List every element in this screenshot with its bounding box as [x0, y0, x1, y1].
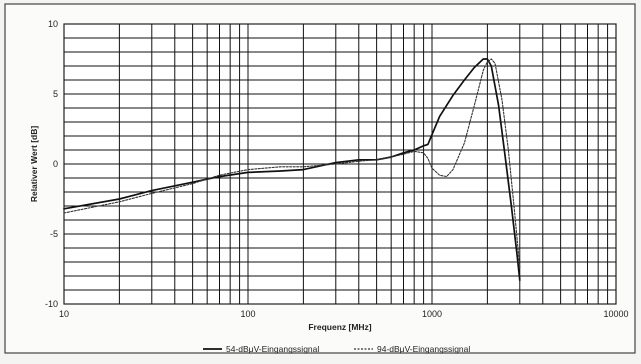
- x-tick-label: 100: [240, 309, 255, 319]
- x-tick-label: 1000: [422, 309, 442, 319]
- x-tick-label: 10: [59, 309, 69, 319]
- tick-labels: 10 100 1000 10000 -10 -5 0 5 10: [45, 19, 629, 319]
- x-tick-label: 10000: [603, 309, 628, 319]
- x-axis-label: Frequenz [MHz]: [308, 322, 371, 332]
- grid: [64, 24, 616, 304]
- y-axis-label: Relativer Wert [dB]: [29, 126, 39, 203]
- series-group: [63, 58, 521, 282]
- series-line-2: [63, 58, 521, 269]
- series-line-1: [63, 58, 521, 282]
- y-tick-label: -5: [50, 229, 58, 239]
- y-tick-label: 5: [53, 89, 58, 99]
- y-tick-label: 10: [48, 19, 58, 29]
- legend-label-94: 94-dBμV-Eingangssignal: [377, 344, 470, 354]
- y-tick-label: -10: [45, 299, 58, 309]
- legend: 54-dBμV-Eingangssignal 94-dBμV-Eingangss…: [203, 344, 470, 354]
- y-tick-label: 0: [53, 159, 58, 169]
- legend-label-54: 54-dBμV-Eingangssignal: [226, 344, 319, 354]
